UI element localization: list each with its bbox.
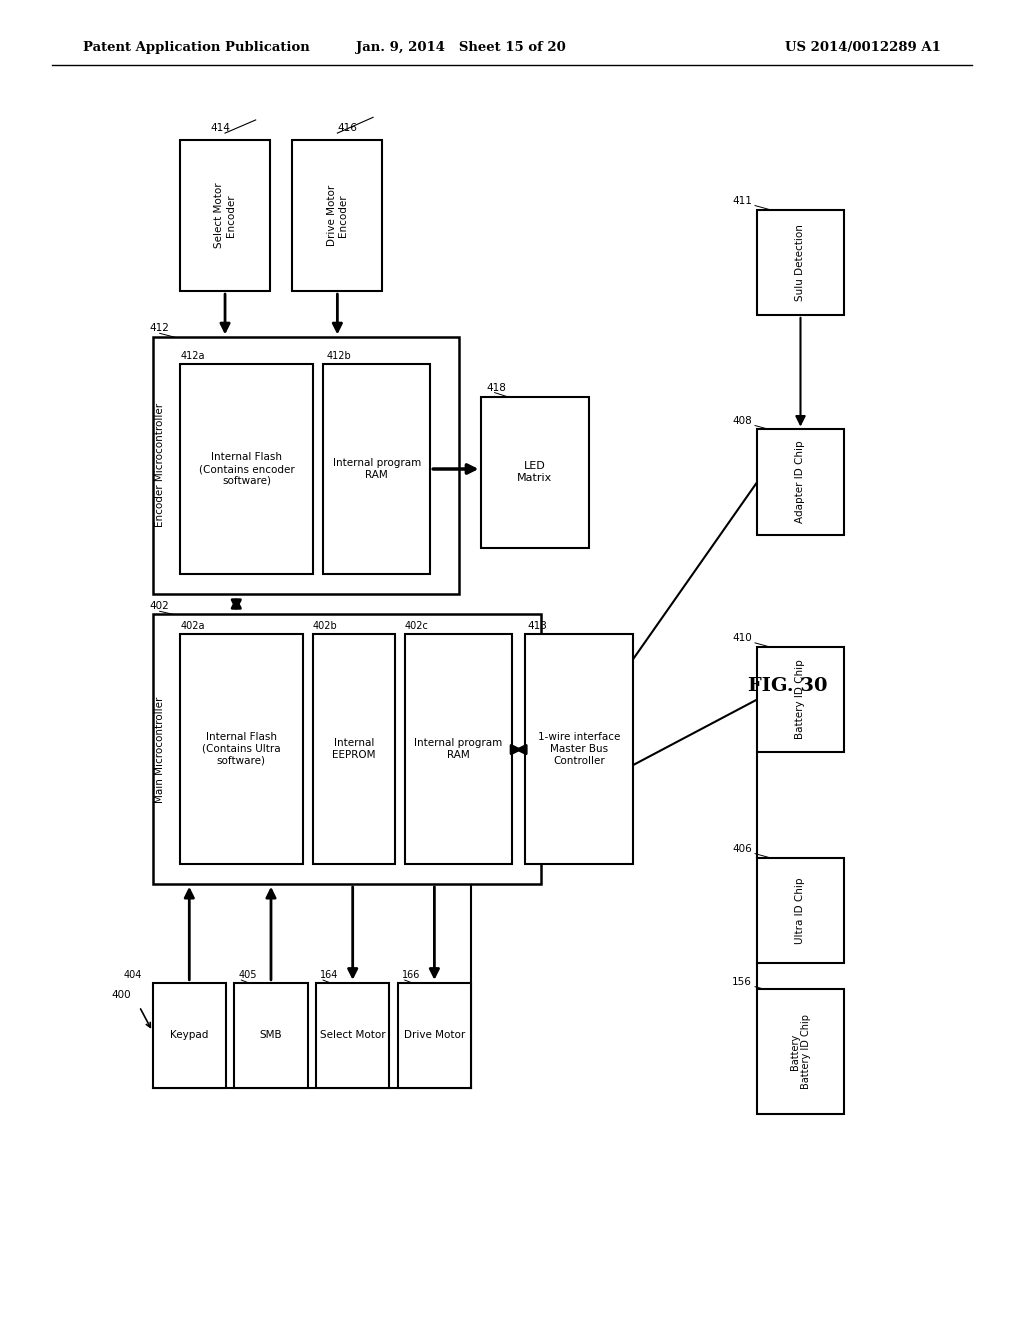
Text: Drive Motor
Encoder: Drive Motor Encoder bbox=[327, 185, 348, 246]
Text: Internal Flash
(Contains encoder
software): Internal Flash (Contains encoder softwar… bbox=[199, 453, 294, 486]
FancyBboxPatch shape bbox=[757, 989, 844, 1114]
FancyBboxPatch shape bbox=[180, 634, 303, 865]
FancyBboxPatch shape bbox=[293, 140, 382, 292]
Text: 412a: 412a bbox=[180, 351, 205, 360]
Text: FIG. 30: FIG. 30 bbox=[748, 677, 827, 696]
Text: 411: 411 bbox=[732, 195, 752, 206]
FancyBboxPatch shape bbox=[234, 982, 308, 1088]
Text: Jan. 9, 2014   Sheet 15 of 20: Jan. 9, 2014 Sheet 15 of 20 bbox=[356, 41, 566, 54]
Text: Internal
EEPROM: Internal EEPROM bbox=[332, 738, 376, 760]
Text: 405: 405 bbox=[239, 970, 257, 979]
Text: Internal program
RAM: Internal program RAM bbox=[415, 738, 503, 760]
Text: Main Microcontroller: Main Microcontroller bbox=[155, 697, 165, 803]
Text: SMB: SMB bbox=[260, 1031, 283, 1040]
FancyBboxPatch shape bbox=[313, 634, 394, 865]
Text: Patent Application Publication: Patent Application Publication bbox=[83, 41, 310, 54]
FancyBboxPatch shape bbox=[153, 614, 541, 884]
FancyBboxPatch shape bbox=[153, 338, 459, 594]
Text: 404: 404 bbox=[124, 970, 142, 979]
FancyBboxPatch shape bbox=[481, 396, 589, 548]
Text: Encoder Microcontroller: Encoder Microcontroller bbox=[155, 403, 165, 527]
Text: Select Motor: Select Motor bbox=[319, 1031, 385, 1040]
FancyBboxPatch shape bbox=[525, 634, 633, 865]
Text: 410: 410 bbox=[732, 632, 752, 643]
FancyBboxPatch shape bbox=[180, 363, 313, 574]
FancyBboxPatch shape bbox=[757, 210, 844, 315]
Text: 414: 414 bbox=[210, 123, 229, 133]
Text: US 2014/0012289 A1: US 2014/0012289 A1 bbox=[785, 41, 941, 54]
Text: 408: 408 bbox=[732, 416, 752, 425]
Text: 1-wire interface
Master Bus
Controller: 1-wire interface Master Bus Controller bbox=[538, 733, 621, 766]
Text: Keypad: Keypad bbox=[170, 1031, 209, 1040]
Text: 156: 156 bbox=[732, 977, 752, 986]
FancyBboxPatch shape bbox=[757, 858, 844, 964]
Text: 402a: 402a bbox=[180, 620, 205, 631]
Text: 402: 402 bbox=[150, 602, 169, 611]
FancyBboxPatch shape bbox=[404, 634, 512, 865]
Text: 413: 413 bbox=[527, 620, 547, 631]
FancyBboxPatch shape bbox=[316, 982, 389, 1088]
Text: 418: 418 bbox=[486, 383, 506, 392]
Text: Internal Flash
(Contains Ultra
software): Internal Flash (Contains Ultra software) bbox=[202, 733, 281, 766]
Text: 164: 164 bbox=[321, 970, 338, 979]
Text: 400: 400 bbox=[112, 990, 131, 999]
Text: 416: 416 bbox=[338, 123, 357, 133]
Text: Sulu Detection: Sulu Detection bbox=[796, 224, 806, 301]
Text: 402b: 402b bbox=[313, 620, 338, 631]
FancyBboxPatch shape bbox=[757, 429, 844, 535]
FancyBboxPatch shape bbox=[397, 982, 471, 1088]
Text: LED
Matrix: LED Matrix bbox=[517, 462, 553, 483]
Text: Internal program
RAM: Internal program RAM bbox=[333, 458, 421, 479]
FancyBboxPatch shape bbox=[153, 982, 226, 1088]
Text: Select Motor
Encoder: Select Motor Encoder bbox=[214, 182, 236, 248]
Text: 412: 412 bbox=[150, 323, 169, 334]
FancyBboxPatch shape bbox=[757, 647, 844, 752]
Text: 412b: 412b bbox=[326, 351, 351, 360]
FancyBboxPatch shape bbox=[180, 140, 270, 292]
Text: Adapter ID Chip: Adapter ID Chip bbox=[796, 441, 806, 524]
Text: Battery ID Chip: Battery ID Chip bbox=[796, 660, 806, 739]
Text: Ultra ID Chip: Ultra ID Chip bbox=[796, 876, 806, 944]
Text: Drive Motor: Drive Motor bbox=[403, 1031, 465, 1040]
Text: 402c: 402c bbox=[404, 620, 429, 631]
Text: 166: 166 bbox=[401, 970, 420, 979]
Text: Battery
Battery ID Chip: Battery Battery ID Chip bbox=[790, 1014, 811, 1089]
FancyBboxPatch shape bbox=[324, 363, 430, 574]
Text: 406: 406 bbox=[732, 843, 752, 854]
